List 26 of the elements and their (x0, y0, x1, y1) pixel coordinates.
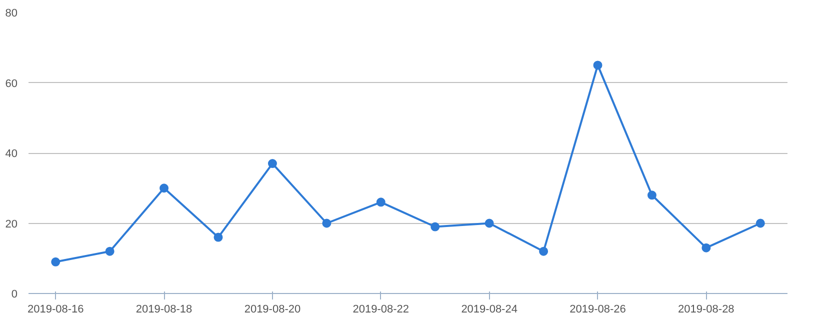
y-tick-label: 60 (5, 78, 18, 90)
y-tick-label: 20 (5, 218, 18, 230)
x-tick-label: 2019-08-24 (461, 304, 518, 316)
point (647, 190, 656, 200)
x-tick-label: 2019-08-26 (570, 304, 626, 316)
point (160, 184, 169, 193)
point (484, 218, 494, 228)
point (539, 246, 548, 256)
y-tick-label: 80 (5, 8, 18, 20)
x-tick-label: 2019-08-20 (244, 304, 301, 316)
point (214, 232, 223, 242)
point (105, 246, 114, 256)
x-tick-label: 2019-08-16 (27, 304, 84, 316)
x-tick-label: 2019-08-22 (352, 304, 410, 316)
y-tick-label: 0 (11, 288, 18, 300)
y-tick-label: 40 (5, 148, 18, 160)
point (268, 159, 277, 168)
point (702, 243, 711, 252)
point (756, 218, 765, 228)
x-tick-label: 2019-08-18 (136, 304, 192, 316)
point (593, 60, 602, 70)
x-tick-label: 2019-08-28 (678, 304, 734, 316)
point (322, 218, 332, 228)
point (376, 198, 386, 207)
point (51, 257, 60, 266)
point (430, 222, 440, 232)
